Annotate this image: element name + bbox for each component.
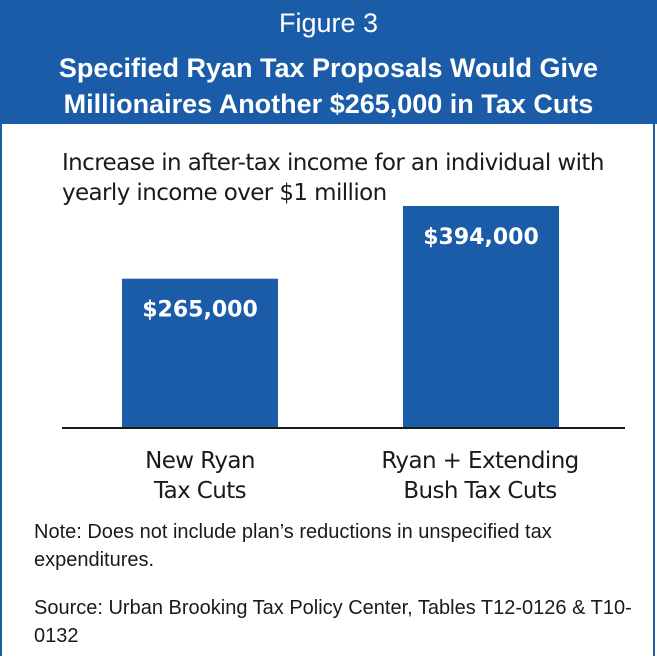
chart-source: Source: Urban Brooking Tax Policy Center… — [34, 597, 632, 647]
category-label-ryan-extending: Ryan + Extending Bush Tax Cuts — [370, 446, 590, 506]
category-label-line: Tax Cuts — [153, 478, 247, 504]
chart-title: Specified Ryan Tax Proposals Would Give … — [0, 46, 657, 124]
bar-new-ryan-tax-cuts — [122, 278, 278, 428]
chart-title-line-2: Millionaires Another $265,000 in Tax Cut… — [63, 89, 594, 119]
bar-ryan-extending-bush-tax-cuts — [403, 206, 559, 428]
category-label-new-ryan: New Ryan Tax Cuts — [120, 446, 280, 506]
bar-value-label: $394,000 — [423, 225, 539, 250]
category-label-line: Ryan + Extending — [381, 448, 579, 474]
category-label-line: New Ryan — [145, 448, 255, 474]
figure-label: Figure 3 — [0, 0, 657, 46]
chart-note: Note: Does not include plan’s reductions… — [34, 521, 552, 571]
category-label-line: Bush Tax Cuts — [403, 478, 557, 504]
chart-subtitle: Increase in after-tax income for an indi… — [62, 150, 604, 206]
bar-value-label: $265,000 — [142, 298, 258, 323]
chart-title-line-1: Specified Ryan Tax Proposals Would Give — [58, 53, 599, 83]
